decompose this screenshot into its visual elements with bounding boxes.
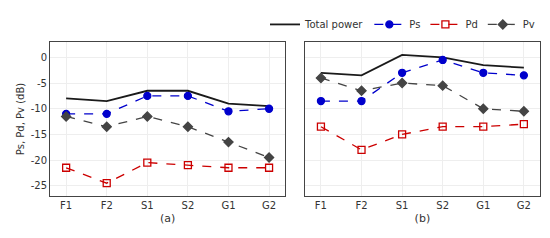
- svg-text:F2: F2: [101, 200, 113, 211]
- svg-text:F1: F1: [60, 200, 72, 211]
- svg-text:(b): (b): [415, 212, 431, 225]
- svg-text:S1: S1: [396, 200, 409, 211]
- svg-text:-15: -15: [31, 129, 47, 140]
- svg-text:S1: S1: [141, 200, 154, 211]
- svg-text:G2: G2: [262, 200, 276, 211]
- svg-text:Total power: Total power: [304, 19, 363, 30]
- svg-text:Ps, Pd, Pv (dB): Ps, Pd, Pv (dB): [15, 83, 26, 155]
- svg-text:S2: S2: [436, 200, 449, 211]
- svg-text:-10: -10: [31, 103, 47, 114]
- svg-text:G2: G2: [517, 200, 531, 211]
- svg-text:Pv: Pv: [523, 19, 535, 30]
- svg-text:Ps: Ps: [409, 19, 420, 30]
- svg-text:S2: S2: [182, 200, 195, 211]
- svg-text:F2: F2: [355, 200, 367, 211]
- svg-text:Pd: Pd: [465, 19, 477, 30]
- svg-text:F1: F1: [315, 200, 327, 211]
- svg-text:-25: -25: [31, 180, 47, 191]
- svg-text:(a): (a): [160, 212, 175, 225]
- svg-text:0: 0: [41, 52, 47, 63]
- svg-text:G1: G1: [221, 200, 235, 211]
- svg-text:-20: -20: [31, 155, 47, 166]
- svg-text:G1: G1: [476, 200, 490, 211]
- svg-text:-5: -5: [37, 78, 47, 89]
